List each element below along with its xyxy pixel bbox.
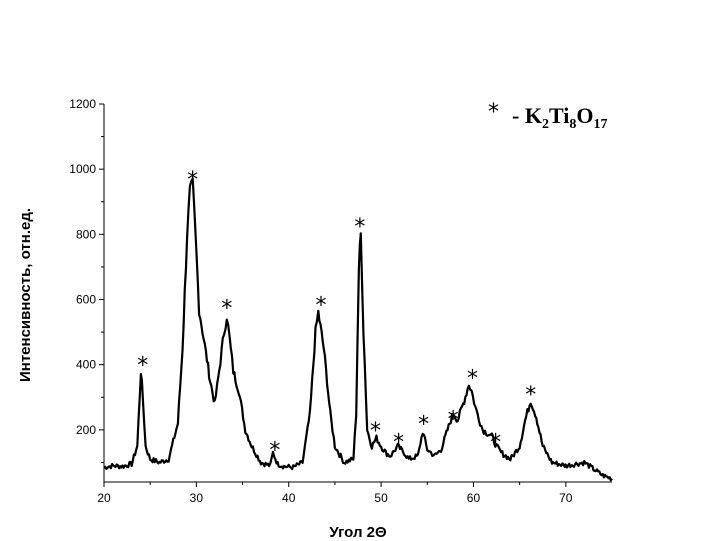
peak-marker: * — [187, 168, 198, 193]
legend-label: - K2Ti8O17 — [512, 103, 607, 132]
y-tick-label: 1200 — [69, 97, 96, 111]
legend-sub-2: 8 — [569, 117, 576, 132]
x-tick-label: 60 — [467, 491, 481, 505]
y-axis-title: Интенсивность, отн.ед. — [17, 208, 34, 382]
peak-marker: * — [354, 215, 365, 240]
diffraction-pattern-line — [103, 177, 613, 482]
legend-marker: * — [488, 100, 499, 125]
peak-marker: * — [370, 419, 381, 444]
x-tick-label: 50 — [374, 491, 388, 505]
x-tick-label: 30 — [190, 491, 204, 505]
peak-marker: * — [269, 438, 280, 463]
peak-marker: * — [467, 367, 478, 392]
legend: * - K2Ti8O17 — [488, 100, 607, 132]
peak-marker: * — [137, 354, 148, 379]
peak-marker: * — [316, 293, 327, 318]
y-tick-label: 600 — [76, 293, 96, 307]
peak-marker: * — [418, 412, 429, 437]
legend-sub-3: 17 — [593, 117, 607, 132]
chart-axes — [103, 104, 612, 483]
legend-text-mid: Ti — [549, 103, 569, 128]
peak-marker: * — [490, 430, 501, 455]
x-tick-label: 20 — [97, 491, 111, 505]
y-tick-label: 200 — [76, 423, 96, 437]
axis-ticks — [99, 103, 567, 487]
y-tick-label: 800 — [76, 227, 96, 241]
legend-text-mid2: O — [576, 103, 593, 128]
legend-text-prefix: - K — [512, 103, 542, 128]
peak-marker: * — [525, 383, 536, 408]
axis-tick-labels: 20 30 40 50 60 70 200 400 600 800 1000 1200 — [69, 97, 573, 505]
x-tick-label: 40 — [282, 491, 296, 505]
peak-marker: * — [393, 430, 404, 455]
x-axis-title: Угол 2Θ — [329, 524, 387, 541]
peak-markers: * * * * * * * * * * * * * — [137, 168, 536, 463]
y-tick-label: 400 — [76, 358, 96, 372]
y-tick-label: 1000 — [69, 162, 96, 176]
legend-sub-1: 2 — [542, 117, 549, 132]
peak-marker: * — [221, 297, 232, 322]
x-tick-label: 70 — [559, 491, 573, 505]
peak-marker: * — [448, 407, 459, 432]
